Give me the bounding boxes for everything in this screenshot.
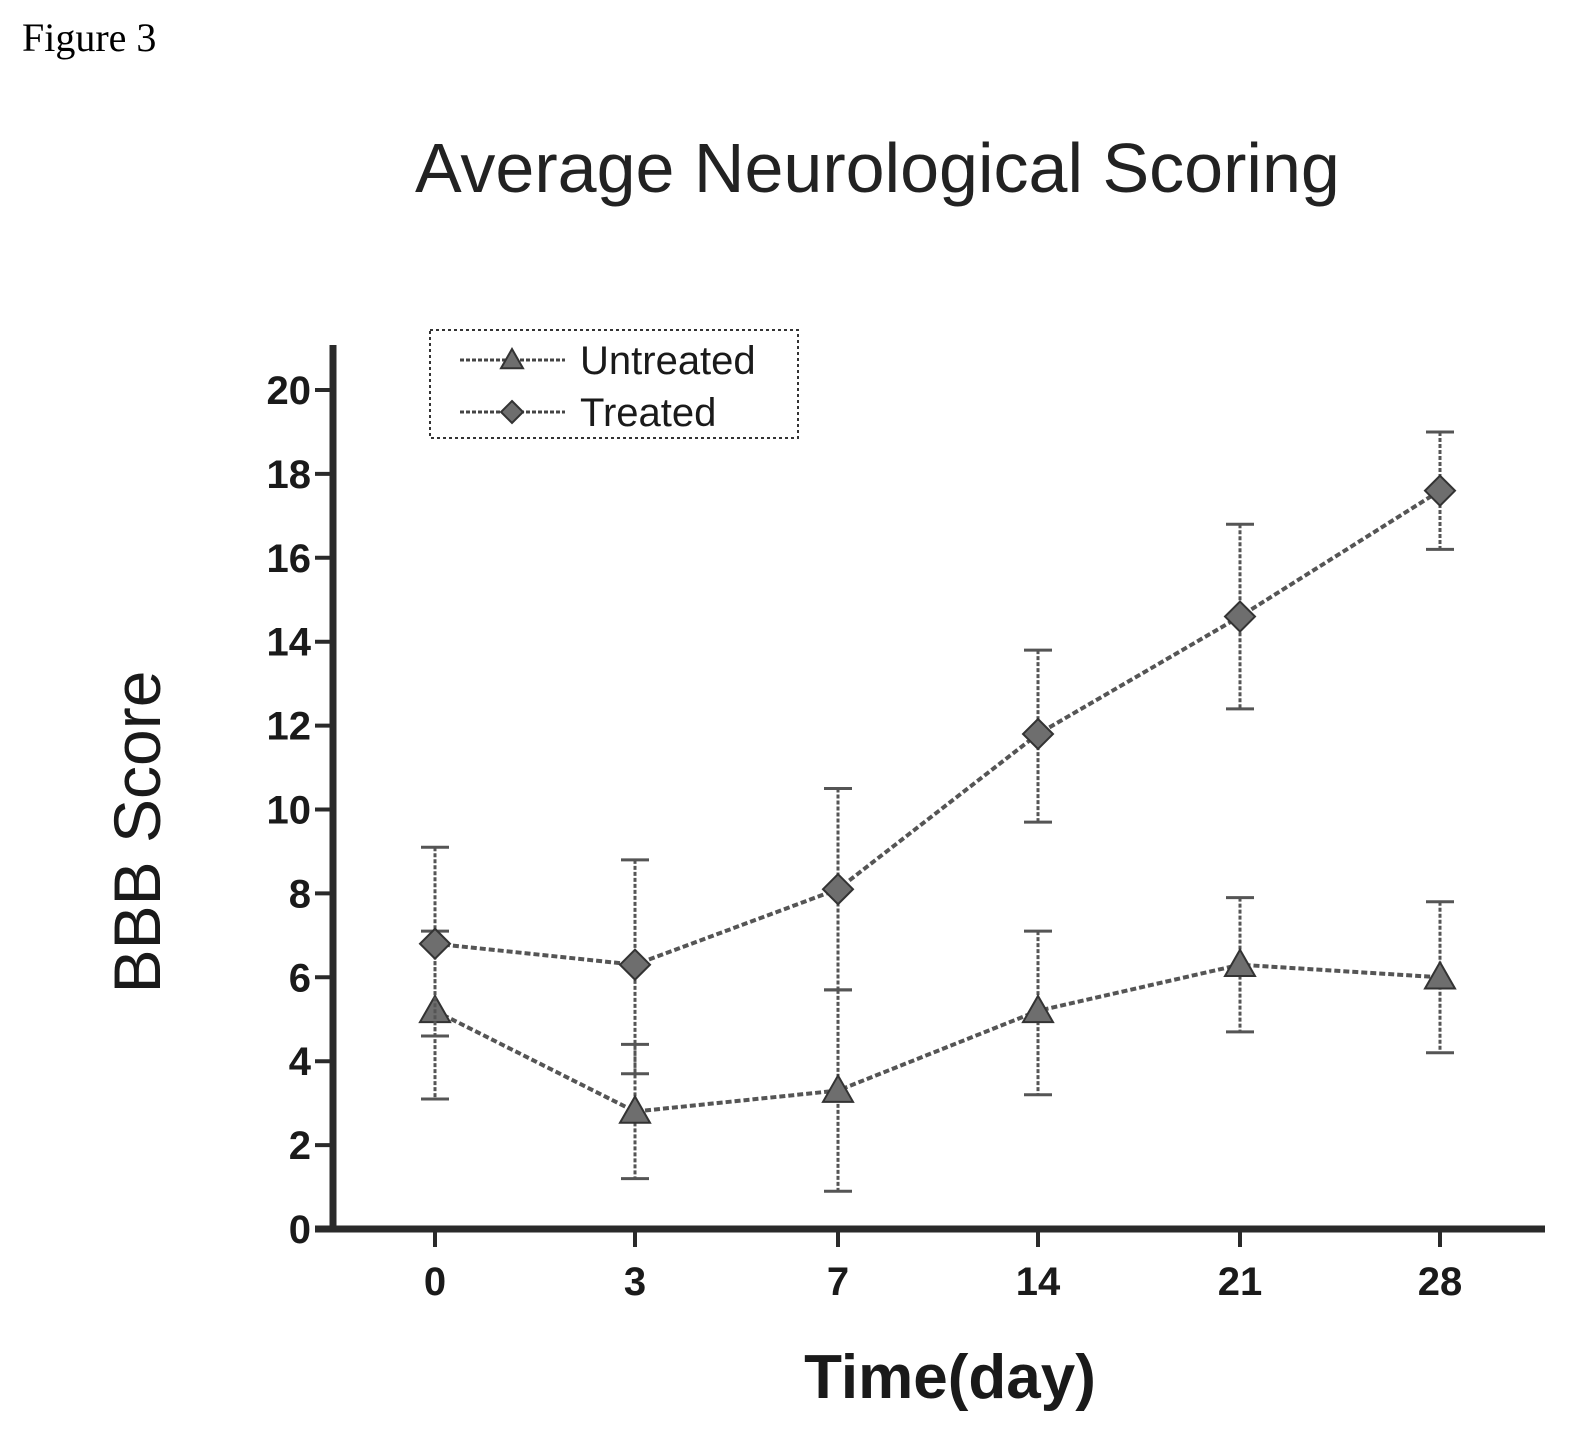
series-line bbox=[434, 962, 1441, 1114]
data-point-diamond bbox=[618, 948, 652, 982]
y-tick-label: 8 bbox=[289, 872, 311, 916]
y-tick-label: 12 bbox=[267, 705, 312, 749]
y-tick-label: 10 bbox=[267, 789, 312, 833]
data-point-triangle bbox=[1021, 993, 1055, 1024]
x-tick-label: 3 bbox=[624, 1260, 646, 1304]
y-tick-label: 0 bbox=[289, 1208, 311, 1252]
legend: Untreated Treated bbox=[429, 329, 799, 439]
x-tick-label: 28 bbox=[1418, 1260, 1463, 1304]
data-point-diamond bbox=[1021, 717, 1055, 751]
y-tick-label: 18 bbox=[267, 453, 312, 497]
series-line bbox=[434, 488, 1442, 967]
y-tick-label: 6 bbox=[289, 956, 311, 1000]
legend-label: Untreated bbox=[580, 339, 756, 383]
data-point-diamond bbox=[418, 927, 452, 961]
legend-marker-diamond bbox=[499, 399, 525, 425]
series-untreated bbox=[418, 896, 1457, 1193]
series-treated bbox=[418, 430, 1457, 1076]
chart-title: Average Neurological Scoring bbox=[415, 129, 1340, 207]
x-tick-label: 0 bbox=[424, 1260, 446, 1304]
x-axis-label: Time(day) bbox=[804, 1343, 1096, 1412]
y-tick-label: 14 bbox=[267, 621, 312, 665]
y-axis-label: BBB Score bbox=[100, 671, 174, 994]
data-point-triangle bbox=[618, 1094, 652, 1124]
data-point-diamond bbox=[1223, 600, 1257, 633]
y-tick-label: 20 bbox=[267, 369, 312, 413]
axes: 0 2 4 6 8 10 12 14 16 18 20 0 3 7 14 21 28 bbox=[267, 345, 1545, 1304]
x-tick-label: 14 bbox=[1016, 1260, 1061, 1304]
y-tick-label: 16 bbox=[267, 537, 312, 581]
data-point-triangle bbox=[1223, 947, 1257, 977]
x-tick-label: 7 bbox=[827, 1260, 849, 1304]
x-tick-label: 21 bbox=[1218, 1260, 1263, 1304]
legend-box bbox=[429, 329, 799, 439]
data-point-triangle bbox=[821, 1073, 855, 1103]
series-layer bbox=[418, 430, 1457, 1193]
y-tick-label: 2 bbox=[289, 1124, 311, 1168]
legend-marker-triangle bbox=[499, 346, 525, 370]
data-point-triangle bbox=[1423, 960, 1457, 990]
figure-label: Figure 3 bbox=[22, 15, 157, 60]
legend-label: Treated bbox=[580, 391, 716, 435]
data-point-diamond bbox=[821, 872, 855, 906]
data-point-diamond bbox=[1423, 474, 1457, 508]
y-tick-label: 4 bbox=[289, 1040, 312, 1084]
